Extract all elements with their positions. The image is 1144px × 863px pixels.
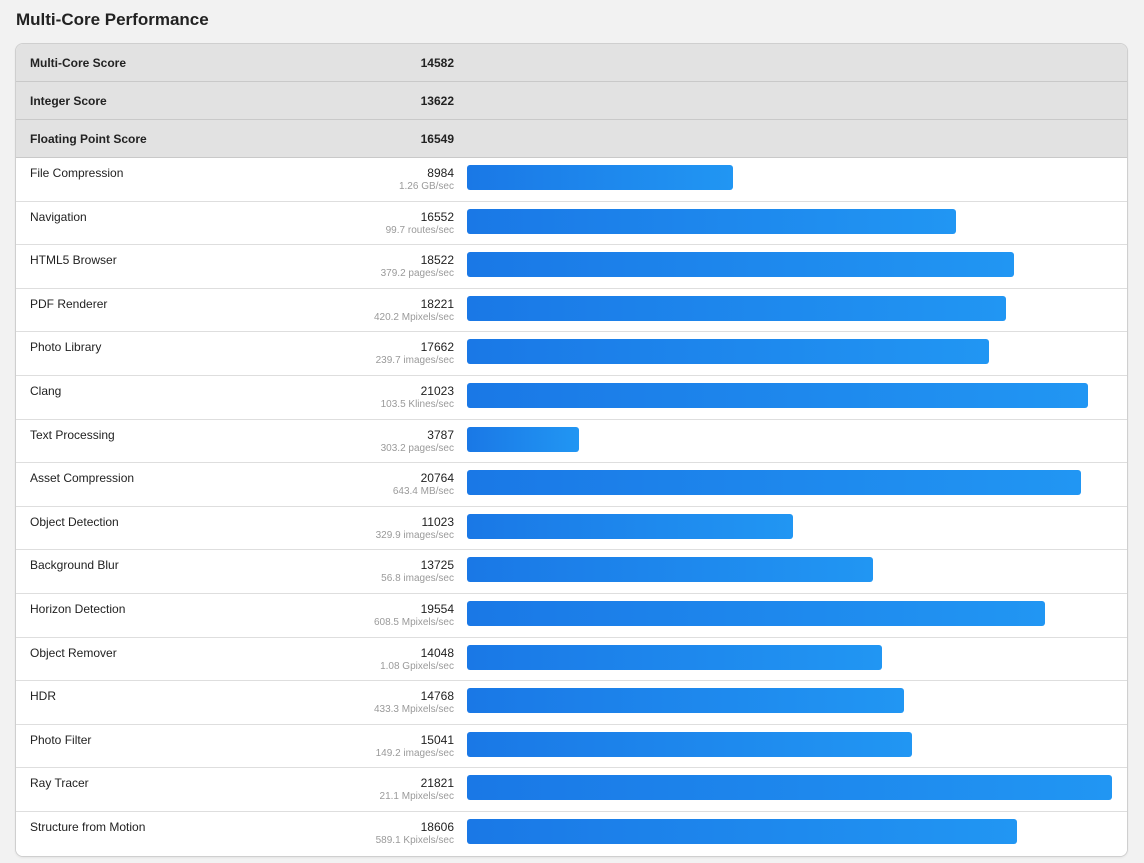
benchmark-name: Ray Tracer: [30, 776, 89, 791]
benchmark-row: Clang 21023 103.5 Klines/sec: [16, 375, 1127, 420]
benchmark-rate: 103.5 Klines/sec: [380, 398, 454, 410]
benchmark-row: Object Detection 11023 329.9 images/sec: [16, 506, 1127, 551]
score-bar: [467, 644, 882, 670]
benchmark-score: 19554: [420, 601, 454, 616]
benchmark-name: PDF Renderer: [30, 296, 108, 311]
benchmark-rate: 329.9 images/sec: [375, 529, 454, 541]
benchmark-rate: 643.4 MB/sec: [392, 486, 454, 498]
benchmark-row: Structure from Motion 18606 589.1 Kpixels/…: [16, 811, 1127, 856]
benchmark-name: File Compression: [30, 166, 124, 180]
benchmark-score: 15041: [420, 732, 454, 747]
benchmark-score: 18221: [420, 296, 454, 311]
benchmark-row: Object Remover 14048 1.08 Gpixels/sec: [16, 637, 1127, 682]
benchmark-row: Navigation 16552 99.7 routes/sec: [16, 201, 1127, 246]
benchmark-row: Ray Tracer 21821 21.1 Mpixels/sec: [16, 768, 1127, 812]
benchmark-name: Horizon Detection: [30, 601, 126, 616]
score-bar: [467, 295, 1006, 321]
score-bar: [467, 731, 912, 757]
summary-score: 16549: [420, 132, 454, 146]
summary-row-integer: Integer Score 13622: [16, 82, 1127, 120]
summary-label: Floating Point Score: [30, 132, 147, 146]
benchmark-score: 21821: [420, 776, 454, 791]
benchmark-score: 11023: [421, 514, 454, 529]
benchmark-score: 13725: [420, 558, 454, 573]
benchmark-rate: 303.2 pages/sec: [380, 442, 454, 454]
benchmark-score: 21023: [420, 383, 454, 398]
summary-label: Multi-Core Score: [30, 56, 127, 70]
score-bar: [467, 775, 1112, 801]
score-bar: [467, 513, 793, 539]
benchmark-row: Asset Compression 20764 643.4 MB/sec: [16, 463, 1127, 507]
score-bar: [467, 557, 873, 583]
benchmark-rate: 149.2 images/sec: [375, 747, 454, 759]
benchmark-score: 18606: [420, 819, 454, 834]
benchmark-rate: 99.7 routes/sec: [385, 224, 454, 236]
benchmark-rate: 21.1 Mpixels/sec: [379, 791, 454, 803]
benchmark-rate: 608.5 Mpixels/sec: [373, 616, 454, 628]
benchmark-score: 16552: [420, 209, 454, 224]
summary-score: 14582: [420, 56, 454, 70]
benchmark-score: 8984: [427, 166, 454, 180]
benchmark-name: Photo Filter: [30, 732, 92, 747]
score-bar: [467, 165, 733, 190]
benchmark-score: 20764: [420, 471, 454, 486]
score-bar: [467, 339, 989, 365]
benchmark-rate: 56.8 images/sec: [381, 573, 454, 585]
benchmark-name: Structure from Motion: [30, 819, 146, 834]
benchmark-score: 17662: [420, 340, 454, 355]
benchmark-rate: 589.1 Kpixels/sec: [375, 834, 454, 846]
benchmark-name: Clang: [30, 383, 62, 398]
benchmark-name: Navigation: [30, 209, 87, 224]
benchmark-rate: 239.7 images/sec: [375, 355, 454, 367]
benchmark-rate: 420.2 Mpixels/sec: [373, 311, 454, 323]
benchmark-rate: 433.3 Mpixels/sec: [373, 704, 454, 716]
benchmark-rate: 1.08 Gpixels/sec: [380, 660, 454, 672]
score-bar: [467, 426, 579, 452]
score-bar: [467, 382, 1088, 408]
benchmark-row: PDF Renderer 18221 420.2 Mpixels/sec: [16, 288, 1127, 333]
benchmark-name: Photo Library: [30, 340, 102, 355]
benchmark-name: Object Remover: [30, 645, 117, 660]
benchmark-row: HDR 14768 433.3 Mpixels/sec: [16, 681, 1127, 725]
benchmark-name: HDR: [30, 689, 56, 704]
benchmark-name: Asset Compression: [30, 471, 135, 486]
benchmark-row: Background Blur 13725 56.8 images/sec: [16, 550, 1127, 594]
benchmark-score: 14768: [420, 689, 454, 704]
benchmark-row: File Compression 8984 1.26 GB/sec: [16, 158, 1127, 202]
page-title: Multi-Core Performance: [16, 10, 209, 29]
score-bar: [467, 688, 904, 714]
benchmark-score: 3787: [427, 427, 454, 442]
summary-row-multi-core: Multi-Core Score 14582: [16, 44, 1127, 82]
summary-score: 13622: [420, 94, 454, 108]
benchmark-row: Horizon Detection 19554 608.5 Mpixels/sec: [16, 593, 1127, 638]
score-bar: [467, 470, 1081, 496]
score-bar: [467, 600, 1045, 626]
benchmark-row: Photo Filter 15041 149.2 images/sec: [16, 724, 1127, 769]
score-bar: [467, 252, 1014, 278]
benchmark-score: 18522: [420, 253, 454, 268]
score-bar: [467, 818, 1017, 844]
benchmark-name: Background Blur: [30, 558, 119, 573]
benchmark-list: File Compression 8984 1.26 GB/sec Navigatio…: [16, 158, 1127, 856]
summary-row-floating-point: Floating Point Score 16549: [16, 120, 1127, 158]
benchmark-name: HTML5 Browser: [30, 253, 117, 268]
benchmark-row: HTML5 Browser 18522 379.2 pages/sec: [16, 245, 1127, 289]
benchmark-row: Photo Library 17662 239.7 images/sec: [16, 332, 1127, 376]
score-bar: [467, 208, 956, 234]
benchmark-row: Text Processing 3787 303.2 pages/sec: [16, 419, 1127, 464]
results-table: Multi-Core Score 14582 Integer Score 136…: [15, 43, 1128, 857]
benchmark-rate: 379.2 pages/sec: [380, 268, 454, 280]
benchmark-score: 14048: [420, 645, 454, 660]
summary-label: Integer Score: [30, 94, 107, 108]
benchmark-name: Object Detection: [30, 514, 119, 529]
benchmark-rate: 1.26 GB/sec: [398, 181, 454, 192]
benchmark-name: Text Processing: [30, 427, 115, 442]
